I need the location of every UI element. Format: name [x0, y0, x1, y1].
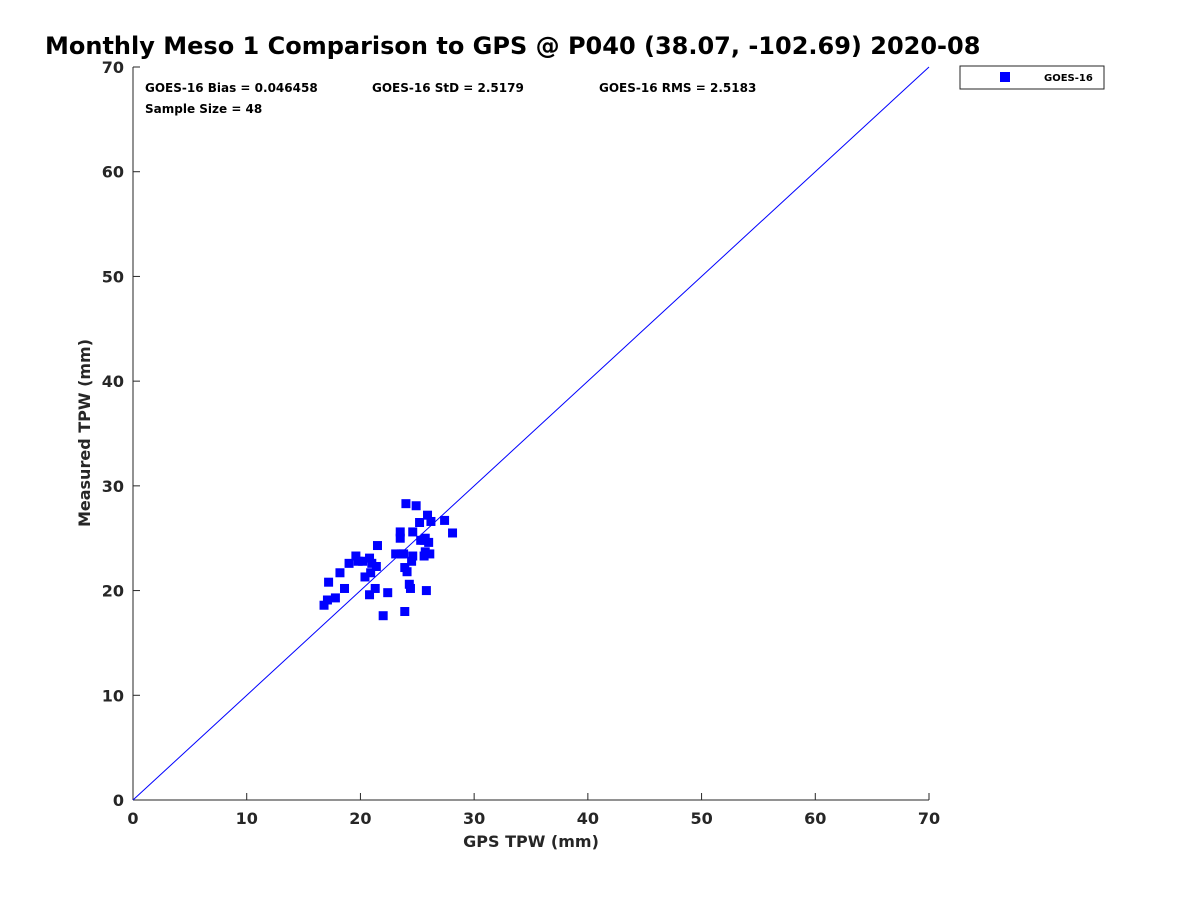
data-point	[322, 595, 332, 605]
data-point	[383, 588, 393, 598]
chart-title: Monthly Meso 1 Comparison to GPS @ P040 …	[45, 32, 980, 60]
data-point	[365, 590, 375, 600]
y-tick-label: 0	[113, 791, 124, 810]
legend: GOES-16	[959, 65, 1105, 90]
rms-stat: GOES-16 RMS = 2.5183	[599, 81, 756, 95]
x-tick-label: 0	[127, 809, 138, 828]
data-point	[335, 568, 345, 578]
data-point	[421, 586, 431, 596]
data-point	[351, 551, 361, 561]
data-point	[367, 558, 377, 568]
data-point	[365, 553, 375, 563]
data-point	[366, 568, 376, 578]
y-axis-label: Measured TPW (mm)	[75, 339, 94, 527]
x-tick-label: 10	[236, 809, 258, 828]
data-point	[425, 549, 435, 559]
data-point	[399, 549, 409, 559]
data-point	[405, 583, 415, 593]
x-tick-label: 30	[463, 809, 485, 828]
data-point	[371, 561, 381, 571]
data-point	[400, 607, 410, 617]
y-tick-label: 10	[102, 686, 124, 705]
bias-stat: GOES-16 Bias = 0.046458	[145, 81, 318, 95]
x-axis-label: GPS TPW (mm)	[463, 832, 599, 851]
data-point	[340, 583, 350, 593]
y-tick-label: 50	[102, 267, 124, 286]
one-to-one-reference-line	[132, 66, 930, 801]
legend-box	[959, 65, 1105, 90]
data-point	[353, 556, 363, 566]
data-point	[324, 577, 334, 587]
y-tick-label: 70	[102, 58, 124, 77]
data-point	[401, 499, 411, 509]
plot-area: 0 10 20 30 40 50 60 70 0 10 20 30 40 50 60 70	[102, 58, 940, 828]
x-tick-label: 20	[349, 809, 371, 828]
data-point	[370, 583, 380, 593]
x-axis-ticks: 0 10 20 30 40 50 60 70	[127, 793, 940, 828]
data-point	[424, 537, 434, 547]
data-point	[358, 556, 368, 566]
data-point	[344, 558, 354, 568]
std-stat: GOES-16 StD = 2.5179	[372, 81, 524, 95]
y-tick-label: 20	[102, 582, 124, 601]
data-point	[440, 515, 450, 525]
data-point	[378, 611, 388, 621]
legend-marker-square	[1000, 72, 1010, 82]
data-point	[411, 501, 421, 511]
x-tick-label: 60	[804, 809, 826, 828]
x-tick-label: 40	[577, 809, 599, 828]
x-tick-label: 70	[918, 809, 940, 828]
data-point	[395, 533, 405, 543]
x-tick-label: 50	[690, 809, 712, 828]
data-point	[408, 527, 418, 537]
data-point	[407, 556, 417, 566]
data-point	[420, 547, 430, 557]
data-point	[448, 528, 458, 538]
data-point	[423, 510, 433, 520]
data-point	[372, 541, 382, 551]
y-tick-label: 60	[102, 163, 124, 182]
data-point	[395, 527, 405, 537]
sample-size-stat: Sample Size = 48	[145, 102, 262, 116]
data-point	[415, 518, 425, 528]
y-tick-label: 40	[102, 372, 124, 391]
y-axis-ticks: 0 10 20 30 40 50 60 70	[102, 58, 140, 810]
data-point	[408, 551, 418, 561]
data-point	[391, 549, 401, 559]
legend-label-goes-16: GOES-16	[1044, 73, 1093, 84]
data-point	[426, 516, 436, 526]
statistics-annotations: GOES-16 Bias = 0.046458 GOES-16 StD = 2.…	[145, 81, 756, 116]
data-point	[330, 593, 340, 603]
data-points	[319, 499, 458, 621]
data-point	[402, 567, 412, 577]
data-point	[319, 600, 329, 610]
y-tick-label: 30	[102, 477, 124, 496]
data-point	[360, 572, 370, 582]
